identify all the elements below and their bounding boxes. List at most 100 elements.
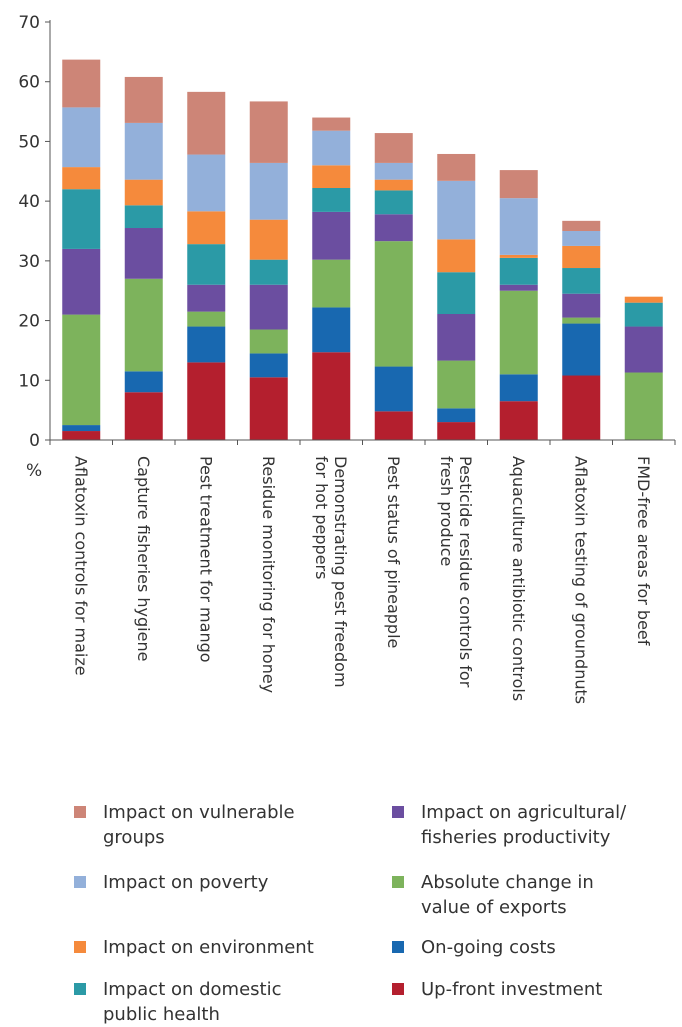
bar-segment [187, 91, 226, 155]
bar-segment [374, 214, 413, 242]
x-category-label: Aflatoxin testing of groundnuts [571, 456, 590, 704]
bar-segment [124, 179, 163, 206]
bar-segment [62, 167, 101, 190]
bar-segment [562, 231, 601, 246]
x-category-label: Aquaculture antibiotic controls [509, 456, 528, 701]
bar-segment [374, 366, 413, 412]
legend-swatch [392, 806, 404, 818]
bar-segment [312, 211, 351, 260]
bar-segment [124, 371, 163, 393]
bar-segment [374, 190, 413, 215]
bar-segment [124, 278, 163, 372]
bar-segment [562, 375, 601, 440]
x-category-label: Aflatoxin controls for maize [71, 456, 90, 676]
y-tick-label: 40 [18, 192, 40, 212]
x-category-label: Residue monitoring for honey [259, 456, 278, 693]
bar-segment [562, 268, 601, 294]
bar-segment [249, 284, 288, 330]
legend-item: Impact on poverty [74, 870, 364, 895]
bar-segment [374, 133, 413, 163]
bar-segment [437, 360, 476, 409]
legend-item: Absolute change in value of exports [392, 870, 682, 920]
bar-segment [499, 198, 538, 255]
y-tick-label: 60 [18, 73, 40, 93]
bar-segment [437, 239, 476, 273]
legend-swatch [392, 876, 404, 888]
bar-segment [62, 248, 101, 315]
bar-segment [62, 431, 101, 440]
bar-segment [624, 326, 663, 373]
bar-segment [562, 293, 601, 318]
bar-segment [249, 259, 288, 285]
bar-segment [437, 180, 476, 240]
bar-segment [249, 219, 288, 260]
bar-segment [437, 422, 476, 440]
legend-item: On-going costs [392, 935, 682, 960]
bar-segment [187, 154, 226, 212]
legend-item: Impact on agricultural/ fisheries produc… [392, 800, 682, 850]
bar-segment [312, 188, 351, 212]
bar-segment [312, 130, 351, 166]
bars [62, 59, 663, 440]
y-tick-label: 20 [18, 312, 40, 332]
y-axis-unit-label: % [26, 461, 42, 481]
bar-segment [437, 314, 476, 361]
bar-segment [437, 272, 476, 315]
stacked-bar-chart: 0 10 20 30 40 50 60 70 Aflatoxin controls for m… [18, 13, 676, 704]
bar-segment [499, 170, 538, 199]
bar-segment [187, 326, 226, 363]
bar-segment [437, 153, 476, 181]
bar-segment [499, 401, 538, 440]
legend-label: On-going costs [421, 937, 556, 958]
x-axis: Aflatoxin controls for maize Capture fish… [49, 439, 676, 704]
bar-segment [562, 220, 601, 231]
bar-segment [249, 329, 288, 354]
legend-label: Impact on domestic public health [103, 979, 282, 1025]
legend-label: Impact on vulnerable groups [103, 802, 295, 848]
y-tick-label: 0 [29, 431, 40, 451]
legend-item: Impact on domestic public health [74, 977, 364, 1027]
bar-segment [124, 392, 163, 440]
legend-swatch [74, 876, 86, 888]
bar-segment [374, 241, 413, 367]
bar-segment [499, 257, 538, 285]
bar-segment [624, 372, 663, 440]
legend-swatch [74, 941, 86, 953]
bar-segment [124, 228, 163, 279]
bar-segment [374, 411, 413, 440]
y-axis: 0 10 20 30 40 50 60 70 [18, 13, 51, 451]
bar-segment [312, 307, 351, 353]
x-category-label: Pest treatment for mango [196, 456, 215, 663]
y-tick-label: 30 [18, 252, 40, 272]
bar-segment [124, 76, 163, 123]
bar-segment [437, 408, 476, 423]
bar-segment [62, 314, 101, 426]
bar-segment [312, 117, 351, 131]
bar-segment [62, 59, 101, 108]
legend-item: Impact on vulnerable groups [74, 800, 364, 850]
bar-segment [499, 254, 538, 258]
y-tick-label: 50 [18, 132, 40, 152]
y-tick-label: 70 [18, 13, 40, 33]
bar-segment [62, 425, 101, 432]
x-category-label: FMD-free areas for beef [634, 456, 653, 646]
bar-segment [499, 374, 538, 402]
bar-segment [249, 353, 288, 378]
bar-segment [624, 302, 663, 327]
legend-label: Impact on environment [103, 937, 314, 958]
x-category-label: Capture fisheries hygiene [134, 456, 153, 661]
bar-segment [62, 107, 101, 168]
legend-label: Impact on agricultural/ fisheries produc… [421, 802, 627, 848]
bar-segment [562, 317, 601, 324]
bar-segment [249, 377, 288, 440]
legend-label: Absolute change in value of exports [421, 872, 594, 918]
x-category-label: Pesticide residue controls forfresh prod… [437, 456, 475, 688]
bar-segment [124, 205, 163, 229]
bar-segment [374, 162, 413, 180]
legend-label: Impact on poverty [103, 872, 269, 893]
bar-segment [562, 323, 601, 376]
bar-segment [124, 122, 163, 180]
bar-segment [187, 211, 226, 245]
bar-segment [187, 362, 226, 440]
bar-segment [62, 189, 101, 249]
